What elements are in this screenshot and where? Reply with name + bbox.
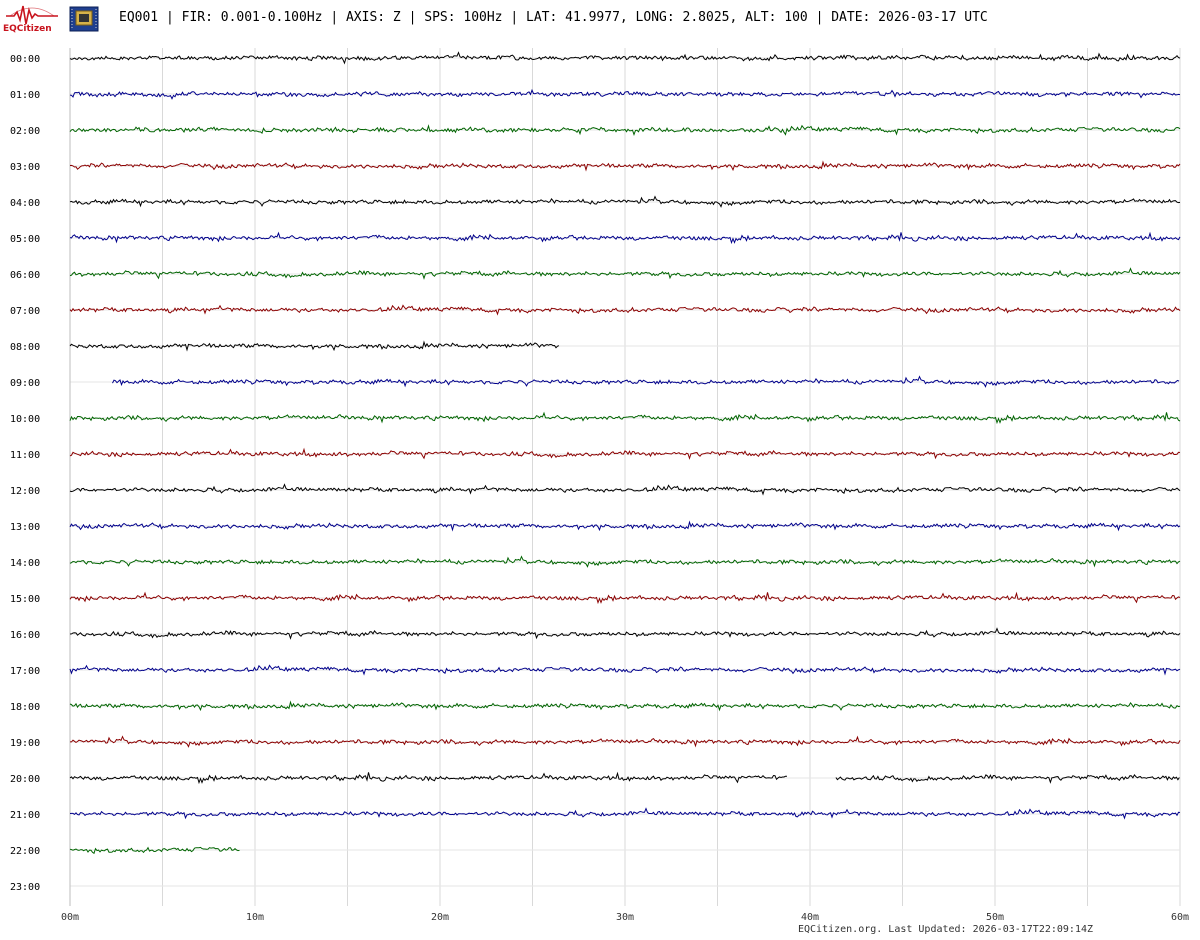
trace-0600	[69, 267, 1181, 280]
hour-label: 11:00	[10, 450, 40, 461]
hour-label: 03:00	[10, 162, 40, 173]
x-tick-label: 40m	[801, 912, 819, 920]
trace-2000	[69, 771, 788, 785]
hour-label: 21:00	[10, 810, 40, 821]
hour-label: 17:00	[10, 666, 40, 677]
hour-label: 20:00	[10, 774, 40, 785]
hour-label: 00:00	[10, 54, 40, 65]
hour-label: 15:00	[10, 594, 40, 605]
x-tick-label: 30m	[616, 912, 634, 920]
trace-0200	[69, 124, 1181, 136]
hour-label: 22:00	[10, 846, 40, 857]
x-tick-label: 10m	[246, 912, 264, 920]
trace-1500	[69, 591, 1181, 605]
hour-label: 14:00	[10, 558, 40, 569]
trace-0400	[69, 195, 1181, 208]
trace-1400	[69, 555, 1181, 568]
trace-0500	[69, 231, 1181, 245]
logo-text: EQCitizen	[3, 24, 52, 34]
hour-label: 10:00	[10, 414, 40, 425]
trace-0300	[69, 160, 1181, 172]
hour-label: 13:00	[10, 522, 40, 533]
trace-1800	[69, 700, 1181, 712]
trace-1100	[69, 447, 1181, 460]
last-updated-footer: EQCitizen.org. Last Updated: 2026-03-17T…	[798, 924, 1094, 935]
trace-0100	[69, 88, 1181, 100]
trace-1200	[69, 483, 1181, 496]
hour-label: 12:00	[10, 486, 40, 497]
trace-0900	[112, 375, 1180, 388]
trace-1600	[69, 627, 1181, 640]
hour-label: 01:00	[10, 90, 40, 101]
x-tick-label: 20m	[431, 912, 449, 920]
trace-2000	[835, 774, 1180, 784]
x-tick-label: 50m	[986, 912, 1004, 920]
x-tick-label: 60m	[1171, 912, 1189, 920]
header: EQCitizen EQ001 | FIR: 0.001-0.100Hz | A…	[0, 0, 1200, 40]
trace-1000	[69, 411, 1181, 425]
trace-0800	[69, 340, 560, 352]
hour-label: 16:00	[10, 630, 40, 641]
trace-1300	[69, 520, 1181, 532]
hour-label: 06:00	[10, 270, 40, 281]
hour-label: 07:00	[10, 306, 40, 317]
sensor-board-icon	[69, 6, 99, 32]
hour-label: 02:00	[10, 126, 40, 137]
trace-1700	[69, 664, 1181, 676]
hour-label: 18:00	[10, 702, 40, 713]
helicorder-chart: 00m 10m 20m 30m 40m 50m 60m 00:00 01:00 02:00 03:0…	[10, 48, 1189, 920]
hour-label: 23:00	[10, 882, 40, 893]
hour-label: 19:00	[10, 738, 40, 749]
trace-1900	[70, 735, 1181, 748]
hour-label: 09:00	[10, 378, 40, 389]
hour-label: 05:00	[10, 234, 40, 245]
trace-0700	[69, 304, 1181, 316]
eqcitizen-logo	[6, 5, 58, 25]
trace-2100	[69, 807, 1181, 820]
x-tick-label: 00m	[61, 912, 79, 920]
trace-0000	[69, 51, 1181, 65]
page-title: EQ001 | FIR: 0.001-0.100Hz | AXIS: Z | S…	[119, 10, 988, 25]
hour-label: 08:00	[10, 342, 40, 353]
trace-2200	[69, 846, 240, 855]
hour-label: 04:00	[10, 198, 40, 209]
